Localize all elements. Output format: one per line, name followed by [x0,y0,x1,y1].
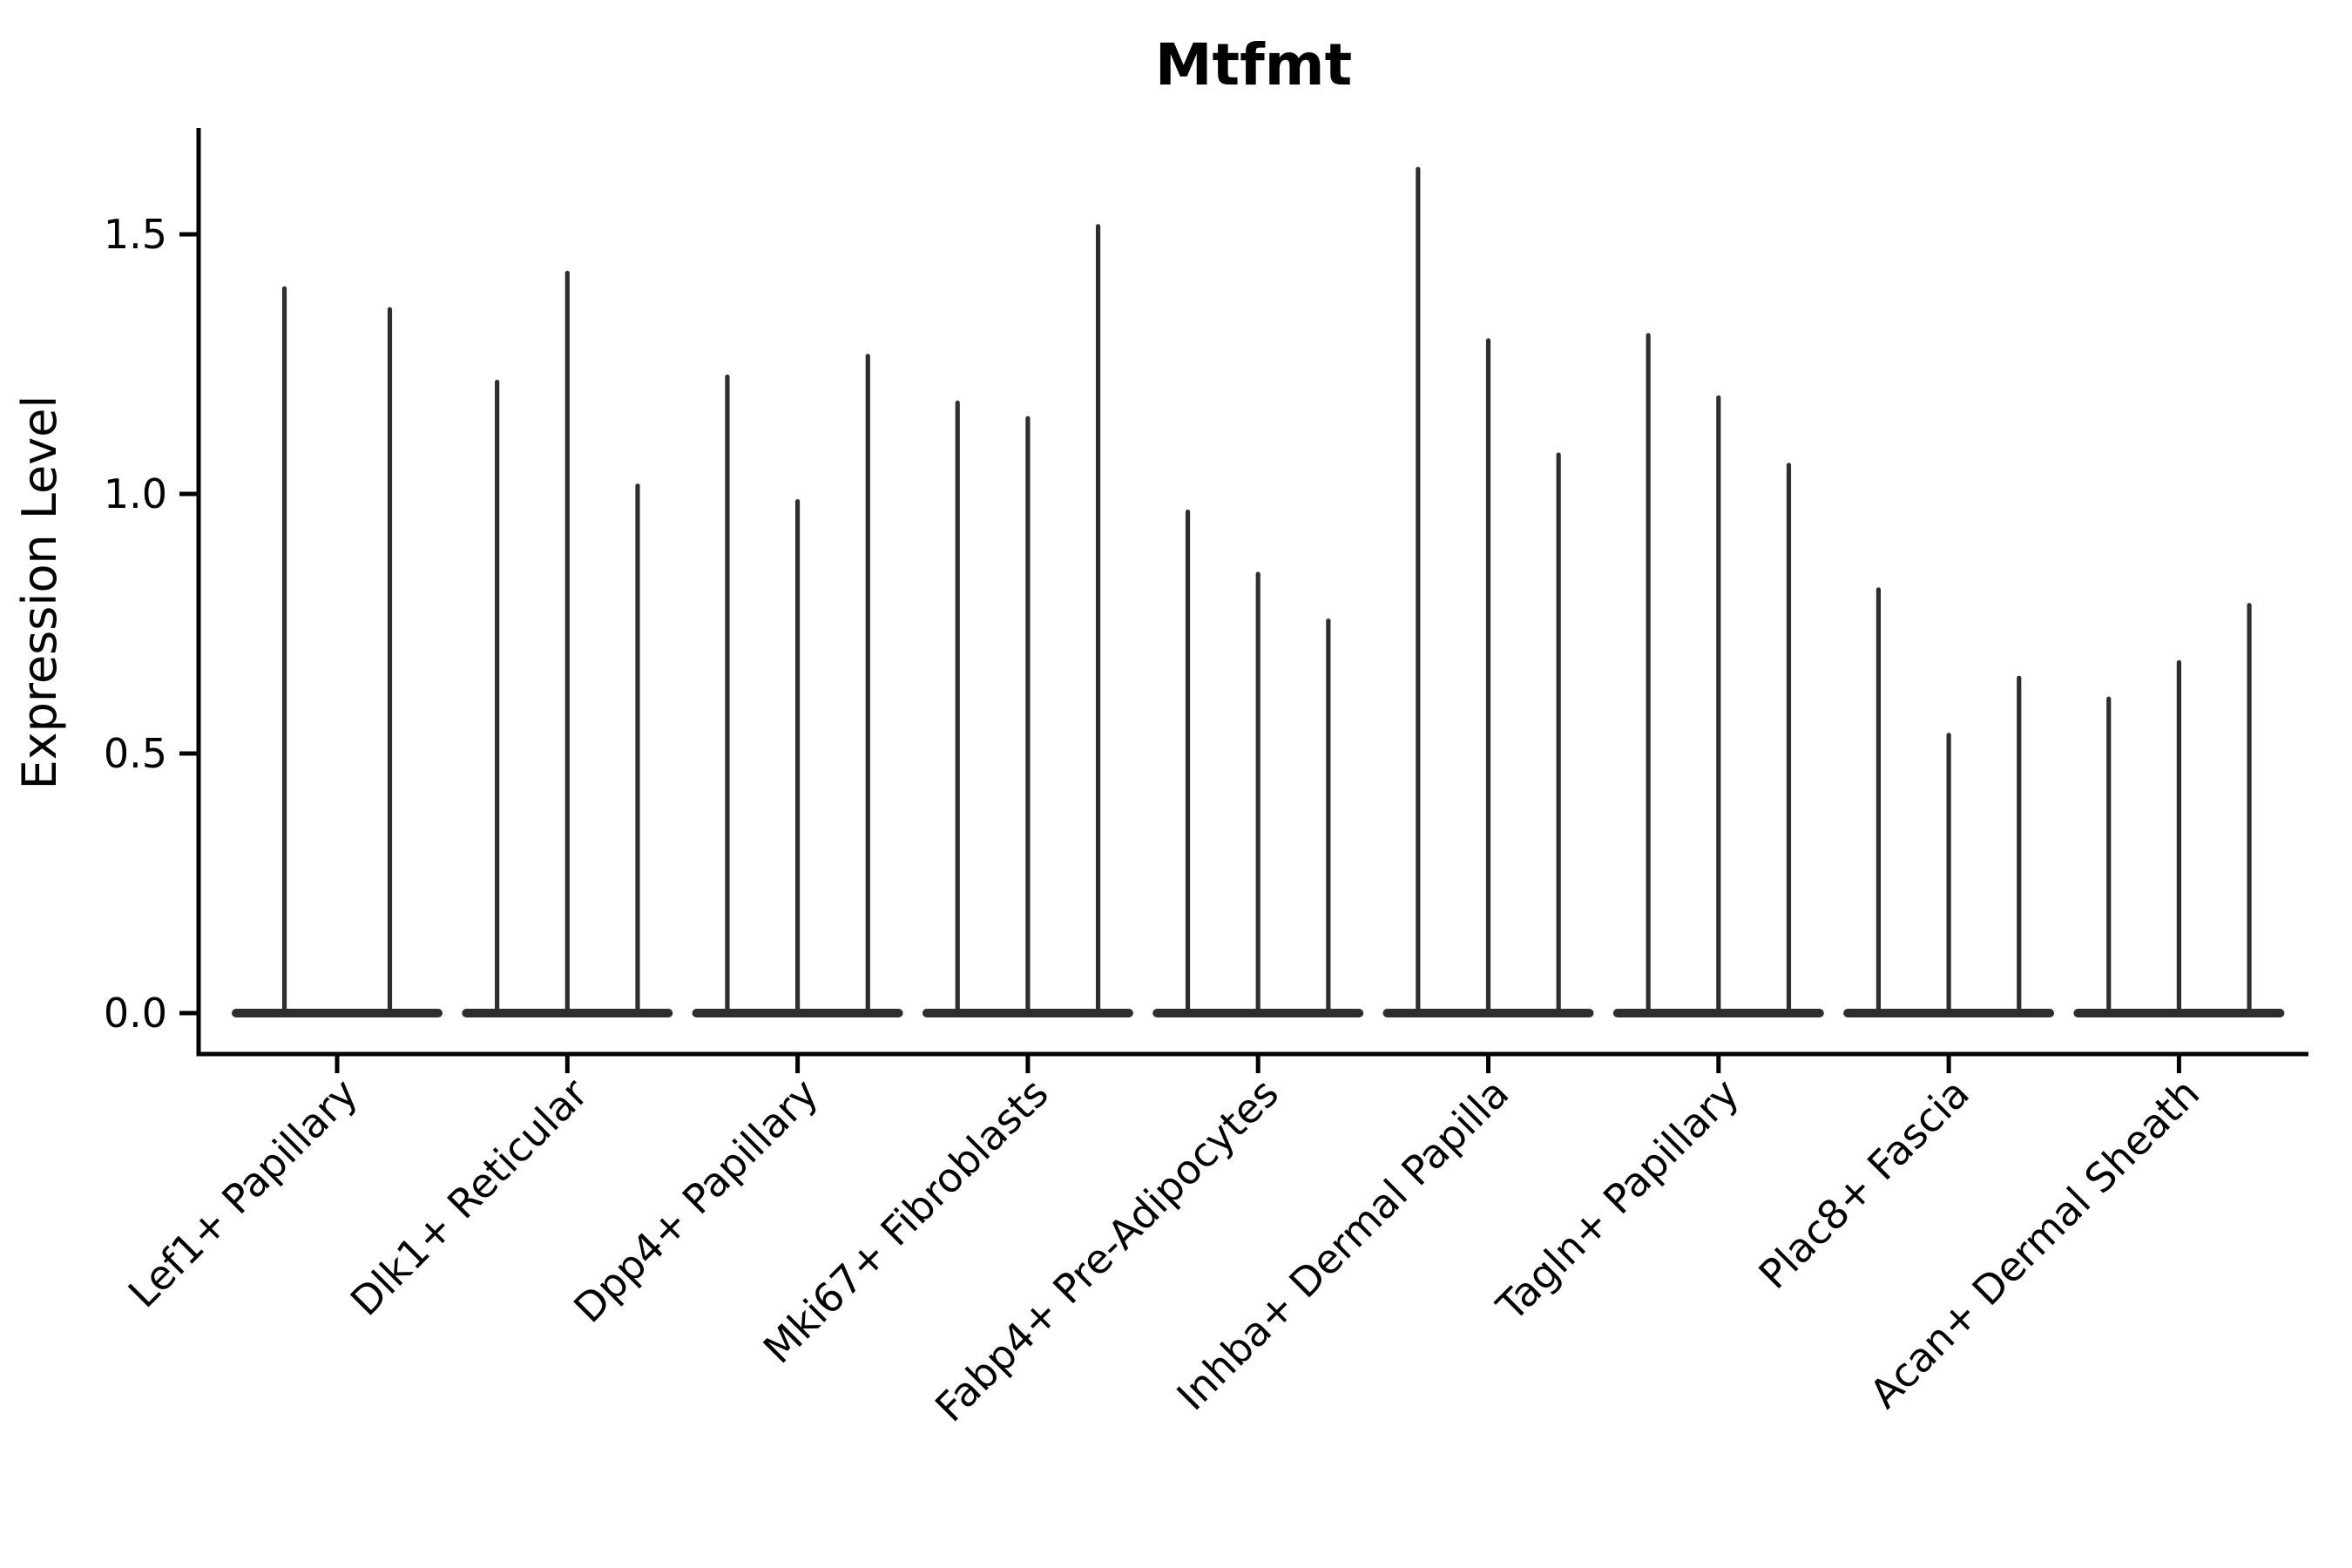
x-tick [1255,1054,1260,1073]
y-tick-label: 0.0 [104,990,167,1037]
y-tick [179,491,199,497]
x-tick-label: Plac8+ Fascia [1749,1070,1977,1298]
x-tick-label: Dlk1+ Reticular [341,1070,597,1325]
axes-layer [179,128,2308,1073]
violin-group [1152,509,1364,1017]
violin-spike [564,270,570,1017]
violin-spike [1255,571,1260,1016]
violin-spike [1716,395,1721,1016]
violin-group [462,270,673,1017]
x-tick [1486,1054,1490,1073]
x-tick [1025,1054,1031,1073]
x-tick [2176,1054,2181,1073]
violin-spike [387,307,393,1016]
y-axis-spine [196,128,201,1057]
violin-spike [1326,618,1331,1016]
violin-spike [1185,509,1191,1016]
violin-spike [955,400,960,1017]
chart-title: Mtfmt [1155,31,1352,98]
x-tick-label: Tagln+ Papillary [1487,1070,1748,1331]
violin-group [692,354,903,1017]
violin-group [232,286,443,1017]
violin-spike [2106,696,2112,1016]
violin-spike [725,374,730,1016]
y-axis-label: Expression Level [12,395,67,790]
violin-spike [1095,224,1101,1017]
x-axis-spine [196,1051,2308,1057]
violin-spike [495,379,500,1016]
x-tick-label: Dpp4+ Papillary [564,1070,827,1332]
violin-spike [865,354,870,1017]
violin-spike [1646,333,1651,1016]
violin-spike [635,483,640,1016]
y-tick-label: 0.5 [104,730,167,777]
violin-spike [795,498,801,1016]
x-tick [1946,1054,1951,1073]
violin-spike [1786,463,1792,1016]
x-tick [335,1054,340,1073]
violin-spike [1416,166,1421,1016]
x-tick-label: Lef1+ Papillary [119,1070,367,1317]
x-tick [1716,1054,1721,1073]
violin-spike [1946,733,1951,1016]
x-tick [795,1054,801,1073]
y-tick-label: 1.0 [104,470,167,517]
violin-group [1382,166,1594,1017]
y-tick [179,1010,199,1016]
violin-spike [2247,603,2252,1016]
violin-group [1843,587,2055,1017]
violins-layer [232,166,2285,1017]
y-tick [179,232,199,237]
violin-group [2073,603,2285,1017]
y-tick [179,751,199,756]
violin-base [232,1009,443,1017]
y-tick-label: 1.5 [104,211,167,258]
violin-group [1612,333,1824,1017]
violin-spike [1025,416,1031,1017]
violin-spike [1485,338,1491,1016]
violin-spike [1876,587,1882,1016]
violin-spike [1556,452,1561,1016]
violin-spike [2017,675,2022,1016]
violin-spike [281,286,287,1017]
violin-spike [2176,659,2181,1016]
violin-group [922,224,1133,1017]
x-tick [564,1054,570,1073]
